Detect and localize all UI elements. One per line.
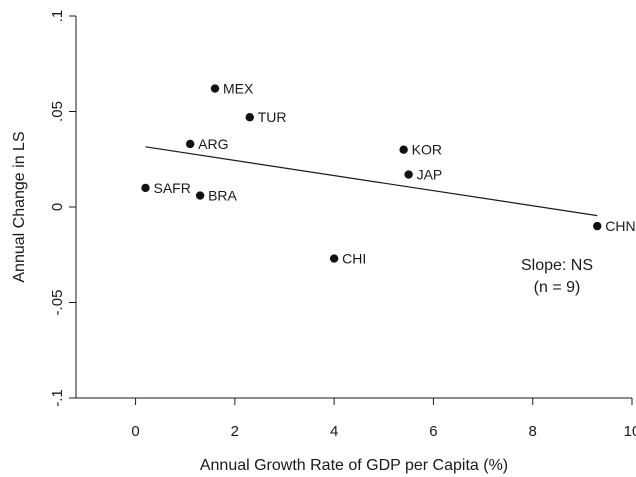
point-label: CHI [342, 251, 366, 267]
point-label: JAP [417, 167, 443, 183]
data-point [185, 139, 195, 149]
n-annotation: (n = 9) [534, 279, 581, 296]
data-point [329, 254, 339, 263]
data-point [210, 84, 220, 93]
point-label: TUR [258, 109, 287, 125]
x-tick-label: 0 [131, 423, 139, 440]
x-axis-label: Annual Growth Rate of GDP per Capita (%) [200, 457, 508, 474]
data-point [195, 191, 205, 200]
y-tick-label: .1 [49, 10, 66, 23]
y-tick-label: 0 [49, 203, 66, 211]
x-ticks: 0 2 4 6 8 10 [131, 398, 636, 440]
data-point [245, 113, 254, 122]
y-axis-label: Annual Change in LS [11, 131, 28, 282]
x-tick-label: 2 [231, 423, 239, 440]
point-label: CHN [605, 218, 635, 234]
y-tick-label: -.05 [49, 290, 66, 316]
x-tick-label: 4 [330, 423, 338, 440]
point-label: MEX [223, 81, 254, 97]
fit-line [145, 146, 598, 217]
x-tick-label: 6 [429, 423, 437, 440]
y-tick-label: .05 [49, 101, 66, 122]
data-point [399, 145, 408, 154]
data-point [141, 183, 150, 193]
data-point [593, 221, 602, 231]
y-ticks: -.1 -.05 0 .05 .1 [49, 10, 76, 407]
y-tick-label: -.1 [49, 389, 66, 407]
axes [75, 16, 632, 399]
x-tick-label: 10 [624, 423, 636, 440]
x-tick-label: 8 [529, 423, 537, 440]
point-label: KOR [412, 142, 442, 158]
point-label: SAFR [154, 180, 191, 196]
point-label: BRA [208, 188, 237, 204]
data-point [404, 170, 413, 179]
slope-annotation: Slope: NS [521, 257, 593, 274]
point-label: ARG [198, 136, 228, 152]
